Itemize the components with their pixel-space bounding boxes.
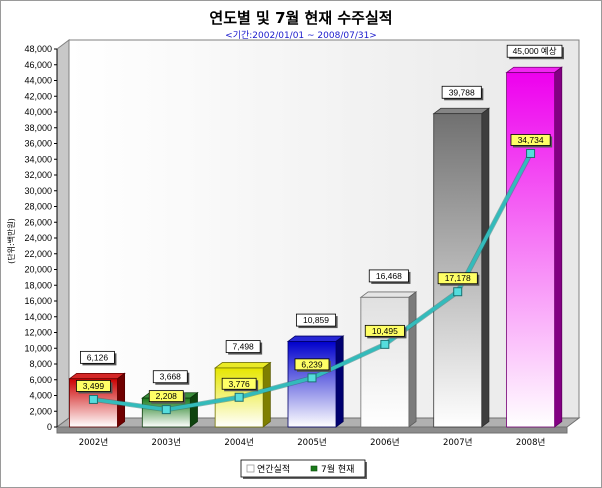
bar-side xyxy=(408,291,417,428)
y-tick-label: 22,000 xyxy=(24,249,52,259)
line-value-label: 34,734 xyxy=(518,135,544,145)
bar-side xyxy=(481,107,490,428)
x-tick-label: 2007년 xyxy=(443,437,472,448)
line-label-box xyxy=(294,358,330,371)
line-label-box xyxy=(510,134,551,146)
legend-box xyxy=(240,459,366,478)
y-tick-label: 42,000 xyxy=(24,91,52,101)
bar-label-box xyxy=(80,350,115,364)
bar-value-label: 7,498 xyxy=(233,342,255,352)
y-axis-label: (단위:백만원) xyxy=(6,218,16,264)
bar xyxy=(433,113,483,428)
legend-label-bar: 연간실적 xyxy=(257,463,290,475)
y-tick-label: 48,000 xyxy=(24,44,52,54)
line-point xyxy=(380,339,390,349)
bar-label-box xyxy=(225,340,261,353)
y-tick-label: 32,000 xyxy=(24,170,52,180)
bar xyxy=(360,296,410,428)
line-value-label: 3,776 xyxy=(229,379,251,389)
bar-top xyxy=(505,66,563,74)
y-tick-label: 4,000 xyxy=(29,391,52,401)
bar-side xyxy=(189,391,198,428)
bar-label-box xyxy=(295,313,336,327)
bar-label-box xyxy=(506,44,563,58)
line-point xyxy=(161,405,171,415)
bar-top xyxy=(286,335,345,342)
bar-side xyxy=(262,361,271,428)
y-tick-label: 36,000 xyxy=(24,139,52,149)
bar-value-label: 3,668 xyxy=(160,372,182,382)
bar-label-box xyxy=(368,269,409,283)
y-tick-label: 30,000 xyxy=(24,186,52,196)
bar-side xyxy=(554,66,563,428)
chart-title: 연도별 및 7월 현재 수주실적 xyxy=(209,9,392,27)
bar xyxy=(506,72,555,428)
y-tick-label: 38,000 xyxy=(24,123,52,133)
y-tick-label: 10,000 xyxy=(24,343,52,353)
bar-side xyxy=(117,372,126,428)
line-label-box xyxy=(437,272,478,285)
line-label-box xyxy=(364,324,405,337)
y-tick-label: 0 xyxy=(47,422,52,432)
y-tick-label: 46,000 xyxy=(24,60,52,70)
floor-front xyxy=(56,426,568,434)
y-tick-label: 28,000 xyxy=(24,202,52,212)
y-tick-label: 24,000 xyxy=(24,233,52,243)
y-tick-label: 34,000 xyxy=(24,154,52,164)
y-tick-label: 14,000 xyxy=(24,312,52,322)
line-value-label: 6,239 xyxy=(301,359,323,369)
y-tick-label: 44,000 xyxy=(24,76,52,86)
line-point xyxy=(453,287,463,297)
line-label-box xyxy=(221,377,257,390)
line-point xyxy=(307,373,317,383)
bar-top xyxy=(213,362,272,369)
bar-value-label: 6,126 xyxy=(87,352,109,362)
bar-value-label: 16,468 xyxy=(376,271,402,281)
bar-value-label: 39,788 xyxy=(449,87,475,97)
bar-side xyxy=(335,335,344,428)
x-tick-label: 2004년 xyxy=(224,437,253,448)
y-tick-label: 6,000 xyxy=(29,375,52,385)
line-value-label: 3,499 xyxy=(83,381,105,391)
bar-label-box xyxy=(152,370,188,384)
line-label-box xyxy=(76,380,111,392)
bar-label-box xyxy=(441,85,482,99)
line-point xyxy=(234,392,244,402)
y-tick-label: 2,000 xyxy=(29,406,52,416)
side-wall xyxy=(56,39,70,428)
legend-swatch-bar xyxy=(246,464,255,473)
bar-top xyxy=(68,372,126,380)
legend-label-line: 7월 현재 xyxy=(321,463,354,475)
y-tick-label: 18,000 xyxy=(24,280,52,290)
y-tick-label: 12,000 xyxy=(24,328,52,338)
bar-value-label: 45,000 예상 xyxy=(513,46,557,56)
bar-value-label: 10,859 xyxy=(303,315,329,325)
x-tick-label: 2005년 xyxy=(297,437,326,448)
x-tick-label: 2003년 xyxy=(152,437,181,448)
line-value-label: 2,208 xyxy=(156,391,178,401)
y-tick-label: 40,000 xyxy=(24,107,52,117)
line-label-box xyxy=(148,390,184,403)
y-tick-label: 16,000 xyxy=(24,296,52,306)
line-value-label: 17,178 xyxy=(445,273,471,283)
x-tick-label: 2002년 xyxy=(79,437,108,448)
y-tick-label: 20,000 xyxy=(24,265,52,275)
line-point xyxy=(526,148,536,158)
y-tick-label: 8,000 xyxy=(29,359,52,369)
bar-top xyxy=(432,107,491,115)
line-point xyxy=(88,394,98,404)
x-tick-label: 2006년 xyxy=(370,437,399,448)
y-tick-label: 26,000 xyxy=(24,217,52,227)
x-tick-label: 2008년 xyxy=(516,437,545,448)
chart-subtitle: <기간:2002/01/01 ~ 2008/07/31> xyxy=(225,30,377,41)
legend-swatch-line xyxy=(310,465,318,472)
bar-top xyxy=(359,291,418,298)
line-value-label: 10,495 xyxy=(372,326,398,336)
